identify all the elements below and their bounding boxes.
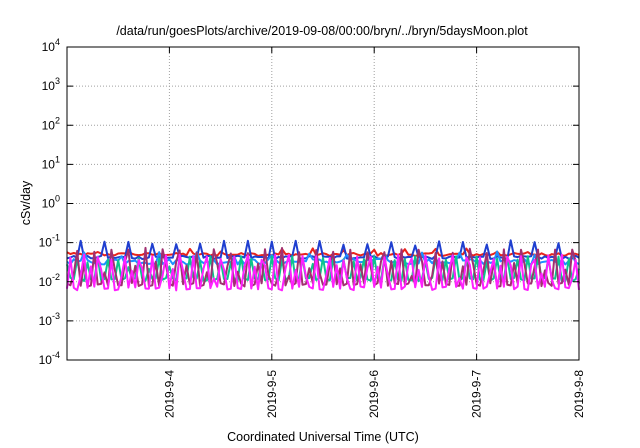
x-tick-label: 2019-9-7 bbox=[470, 370, 484, 418]
y-axis: 10-4 10-3 10-2 10-1 100 101 102 103 104 bbox=[39, 37, 579, 367]
x-tick-label: 2019-9-6 bbox=[367, 370, 381, 418]
y-tick-label: 104 bbox=[42, 37, 60, 54]
y-tick-label: 100 bbox=[42, 194, 60, 211]
y-tick-label: 10-2 bbox=[39, 272, 60, 289]
x-axis-label: Coordinated Universal Time (UTC) bbox=[227, 430, 419, 444]
x-tick-label: 2019-9-4 bbox=[162, 370, 176, 418]
series-group bbox=[66, 239, 580, 292]
grid bbox=[67, 47, 580, 360]
x-tick-label: 2019-9-5 bbox=[265, 370, 279, 418]
y-tick-label: 10-4 bbox=[39, 350, 60, 367]
y-tick-label: 101 bbox=[42, 154, 60, 171]
x-axis: 2019-9-4 2019-9-5 2019-9-6 2019-9-7 2019-9-8 bbox=[162, 47, 586, 418]
chart-title: /data/run/goesPlots/archive/2019-09-08/0… bbox=[116, 24, 528, 38]
x-tick-label: 2019-9-8 bbox=[572, 370, 586, 418]
y-tick-label: 102 bbox=[42, 115, 60, 132]
y-tick-label: 10-3 bbox=[39, 311, 60, 328]
y-tick-label: 103 bbox=[42, 76, 60, 93]
y-tick-label: 10-1 bbox=[39, 233, 60, 250]
y-axis-label: cSv/day bbox=[19, 180, 33, 225]
series-line bbox=[66, 253, 580, 292]
